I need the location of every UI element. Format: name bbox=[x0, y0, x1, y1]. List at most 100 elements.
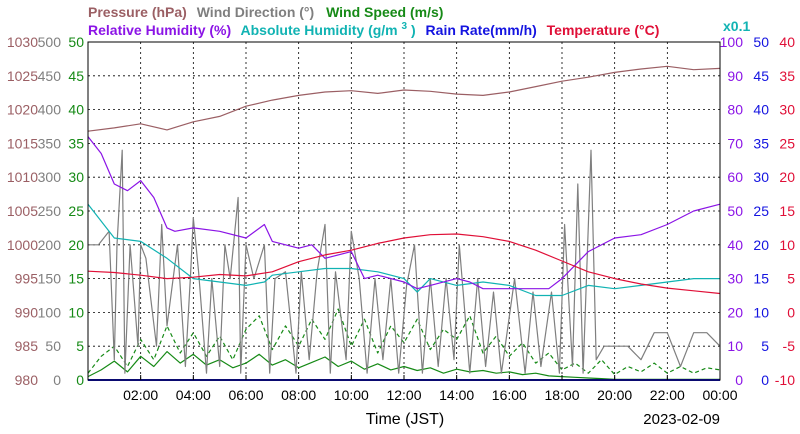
legend-absolute-humidity-close: ) bbox=[411, 22, 416, 38]
y-tick-relative-humidity: 10 bbox=[727, 338, 743, 354]
x-tick-label: 16:00 bbox=[492, 387, 527, 403]
y-tick-wind-speed: 30 bbox=[68, 169, 84, 185]
y-tick-relative-humidity: 80 bbox=[727, 102, 743, 118]
y-tick-pressure: 980 bbox=[15, 372, 39, 388]
y-tick-pressure: 985 bbox=[15, 338, 39, 354]
y-tick-rain-rate: 5 bbox=[761, 338, 769, 354]
y-tick-wind-speed: 50 bbox=[68, 34, 84, 50]
x-tick-label: 12:00 bbox=[386, 387, 421, 403]
y-tick-relative-humidity: 60 bbox=[727, 169, 743, 185]
y-tick-wind-speed: 5 bbox=[76, 338, 84, 354]
y-tick-pressure: 1000 bbox=[7, 237, 38, 253]
legend-relative-humidity: Relative Humidity (%) bbox=[88, 22, 231, 38]
x-tick-label: 08:00 bbox=[281, 387, 316, 403]
y-tick-rain-rate: 50 bbox=[753, 34, 769, 50]
y-tick-wind-direction: 100 bbox=[38, 304, 62, 320]
legend-rain-rate: Rain Rate(mm/h) bbox=[426, 22, 537, 38]
y-tick-rain-rate: 25 bbox=[753, 203, 769, 219]
y-tick-temperature: 5 bbox=[787, 271, 795, 287]
y-tick-wind-speed: 25 bbox=[68, 203, 84, 219]
y-tick-rain-rate: 45 bbox=[753, 68, 769, 84]
series-wind-direction bbox=[88, 149, 721, 374]
y-tick-wind-speed: 45 bbox=[68, 68, 84, 84]
y-tick-wind-speed: 35 bbox=[68, 135, 84, 151]
legend-row-2: Relative Humidity (%) Absolute Humidity … bbox=[88, 16, 659, 38]
x-tick-label: 02:00 bbox=[123, 387, 158, 403]
y-tick-rain-rate: 35 bbox=[753, 135, 769, 151]
y-tick-pressure: 1015 bbox=[7, 135, 38, 151]
x-tick-label: 14:00 bbox=[439, 387, 474, 403]
y-tick-relative-humidity: 50 bbox=[727, 203, 743, 219]
y-tick-rain-rate: 20 bbox=[753, 237, 769, 253]
date-stamp: 2023-02-09 bbox=[643, 411, 720, 428]
absolute-humidity-scale-label: x0.1 bbox=[723, 18, 750, 34]
legend-absolute-humidity-sup: 3 bbox=[402, 21, 408, 32]
y-tick-temperature: 25 bbox=[779, 135, 795, 151]
y-tick-wind-direction: 350 bbox=[38, 135, 62, 151]
y-tick-rain-rate: 40 bbox=[753, 102, 769, 118]
y-tick-wind-direction: 200 bbox=[38, 237, 62, 253]
x-tick-label: 04:00 bbox=[176, 387, 211, 403]
legend-temperature: Temperature (°C) bbox=[547, 22, 660, 38]
y-tick-rain-rate: 30 bbox=[753, 169, 769, 185]
legend-row-1: Pressure (hPa) Wind Direction (°) Wind S… bbox=[88, 4, 443, 20]
y-tick-pressure: 1025 bbox=[7, 68, 38, 84]
y-tick-wind-speed: 20 bbox=[68, 237, 84, 253]
y-tick-wind-direction: 50 bbox=[45, 338, 61, 354]
series-relative-humidity bbox=[87, 136, 721, 290]
y-tick-pressure: 990 bbox=[15, 304, 39, 320]
y-tick-wind-speed: 0 bbox=[76, 372, 84, 388]
y-tick-pressure: 1020 bbox=[7, 102, 38, 118]
y-tick-pressure: 1010 bbox=[7, 169, 38, 185]
y-tick-wind-direction: 400 bbox=[38, 102, 62, 118]
y-tick-temperature: 40 bbox=[779, 34, 795, 50]
y-tick-relative-humidity: 40 bbox=[727, 237, 743, 253]
y-tick-rain-rate: 15 bbox=[753, 271, 769, 287]
series-wind-speed-m-s bbox=[87, 351, 720, 380]
y-tick-wind-direction: 250 bbox=[38, 203, 62, 219]
y-tick-pressure: 1030 bbox=[7, 34, 38, 50]
y-tick-wind-speed: 40 bbox=[68, 102, 84, 118]
y-tick-temperature: 30 bbox=[779, 102, 795, 118]
series-temperature-c bbox=[87, 233, 721, 295]
legend-absolute-humidity: Absolute Humidity (g/m bbox=[241, 22, 398, 38]
series-pressure-hpa bbox=[87, 65, 721, 132]
legend-wind-direction: Wind Direction (°) bbox=[197, 4, 314, 20]
x-tick-label: 22:00 bbox=[650, 387, 685, 403]
y-tick-rain-rate: 0 bbox=[761, 372, 769, 388]
y-tick-wind-speed: 10 bbox=[68, 304, 84, 320]
x-axis: 02:00 04:00 06:00 08:00 10:00 12:00 14:00 16:00… bbox=[123, 375, 738, 403]
x-tick-label: 00:00 bbox=[702, 387, 737, 403]
y-tick-relative-humidity: 20 bbox=[727, 304, 743, 320]
legend-wind-speed: Wind Speed (m/s) bbox=[326, 4, 443, 20]
x-tick-label: 06:00 bbox=[228, 387, 263, 403]
y-tick-relative-humidity: 30 bbox=[727, 271, 743, 287]
y-tick-temperature: -10 bbox=[775, 372, 795, 388]
y-tick-wind-direction: 300 bbox=[38, 169, 62, 185]
y-tick-wind-direction: 0 bbox=[53, 372, 61, 388]
x-tick-label: 18:00 bbox=[544, 387, 579, 403]
y-tick-relative-humidity: 100 bbox=[720, 34, 744, 50]
y-axes: 1030102510201015101010051000995990985980… bbox=[7, 34, 795, 388]
y-tick-wind-direction: 500 bbox=[38, 34, 62, 50]
x-axis-title: Time (JST) bbox=[366, 411, 445, 428]
y-tick-temperature: 0 bbox=[787, 304, 795, 320]
y-tick-relative-humidity: 0 bbox=[735, 372, 743, 388]
y-tick-temperature: -5 bbox=[783, 338, 796, 354]
y-tick-wind-direction: 450 bbox=[38, 68, 62, 84]
y-tick-temperature: 15 bbox=[779, 203, 795, 219]
y-tick-relative-humidity: 90 bbox=[727, 68, 743, 84]
y-tick-temperature: 20 bbox=[779, 169, 795, 185]
x-tick-label: 10:00 bbox=[334, 387, 369, 403]
y-tick-temperature: 35 bbox=[779, 68, 795, 84]
legend-pressure: Pressure (hPa) bbox=[88, 4, 187, 20]
y-tick-wind-speed: 15 bbox=[68, 271, 84, 287]
x-tick-label: 20:00 bbox=[597, 387, 632, 403]
y-tick-pressure: 1005 bbox=[7, 203, 38, 219]
series-absolute-humidity-g-m3 bbox=[87, 203, 720, 297]
y-tick-relative-humidity: 70 bbox=[727, 135, 743, 151]
y-tick-pressure: 995 bbox=[15, 271, 39, 287]
y-tick-rain-rate: 10 bbox=[753, 304, 769, 320]
y-tick-temperature: 10 bbox=[779, 237, 795, 253]
